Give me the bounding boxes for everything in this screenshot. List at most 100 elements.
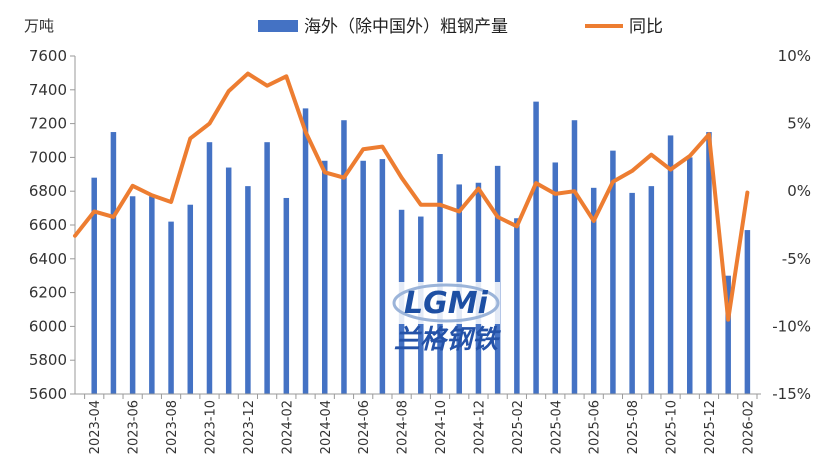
bar — [590, 187, 597, 394]
yoy-point — [188, 136, 192, 140]
x-tick-label: 2025-02 — [511, 400, 526, 454]
bar — [744, 230, 751, 394]
yoy-point — [534, 181, 538, 185]
x-tick-label: 2023-08 — [165, 400, 180, 454]
y-left-tick-label: 6200 — [29, 284, 67, 302]
legend-bar-label: 海外（除中国外）粗钢产量 — [304, 17, 508, 37]
y-left-unit: 万吨 — [24, 17, 54, 35]
yoy-point — [207, 122, 211, 126]
x-tick-label: 2023-04 — [88, 400, 103, 454]
yoy-point — [73, 234, 77, 238]
x-tick-label: 2023-12 — [242, 400, 257, 454]
yoy-point — [688, 154, 692, 158]
yoy-point — [361, 147, 365, 151]
x-tick-label: 2025-04 — [549, 400, 564, 454]
x-tick-label: 2025-08 — [626, 400, 641, 454]
y-left-tick-label: 7200 — [29, 115, 67, 133]
y-left-tick-label: 5800 — [29, 351, 67, 369]
yoy-point — [246, 72, 250, 76]
yoy-point — [707, 132, 711, 136]
x-tick-label: 2024-08 — [396, 400, 411, 454]
legend: 海外（除中国外）粗钢产量 同比 — [258, 17, 663, 37]
x-tick-label: 2024-02 — [280, 400, 295, 454]
y-left-tick-label: 6800 — [29, 182, 67, 200]
bar — [264, 142, 270, 394]
bar — [533, 101, 539, 394]
bar — [494, 165, 501, 394]
bar — [648, 186, 655, 394]
x-tick-label: 2024-06 — [357, 400, 372, 454]
y-left-tick-label: 7400 — [29, 81, 67, 99]
yoy-point — [669, 168, 673, 172]
yoy-point — [611, 180, 615, 184]
y-right-tick-label: -15% — [772, 385, 811, 403]
yoy-point — [649, 153, 653, 157]
bar — [360, 160, 366, 394]
plot-area: 5600 5800 6000 6200 6400 6600 6800 7000 7200 7400… — [29, 47, 811, 454]
yoy-point — [169, 200, 173, 204]
bar — [341, 120, 347, 394]
bar — [322, 160, 328, 394]
y-right-tick-label: 10% — [778, 47, 811, 65]
bar — [110, 132, 117, 395]
legend-bar-swatch — [258, 20, 298, 32]
yoy-point — [265, 84, 269, 88]
yoy-point — [342, 176, 346, 180]
watermark: LGMi 兰格钢铁 — [392, 282, 502, 355]
x-tick-label: 2024-12 — [472, 400, 487, 454]
bar — [725, 275, 731, 394]
yoy-point — [284, 74, 288, 78]
bar — [610, 150, 616, 394]
bar — [245, 186, 251, 394]
yoy-point — [92, 209, 96, 213]
bar — [437, 154, 443, 394]
bar — [149, 196, 155, 394]
x-tick-label: 2023-10 — [203, 400, 218, 454]
yoy-point — [572, 189, 576, 193]
y-left-tick-label: 6400 — [29, 250, 67, 268]
yoy-point — [515, 224, 519, 228]
yoy-point — [131, 184, 135, 188]
x-tick-label: 2024-04 — [319, 400, 334, 454]
y-left-tick-label: 7000 — [29, 148, 67, 166]
yoy-point — [380, 145, 384, 149]
bar — [552, 162, 559, 394]
bar — [225, 167, 232, 394]
bar — [571, 120, 578, 394]
bar — [687, 157, 693, 394]
yoy-line — [73, 71, 750, 322]
yoy-point — [496, 215, 500, 219]
bar — [302, 108, 309, 394]
x-tick-label: 2025-12 — [703, 400, 718, 454]
legend-line-label: 同比 — [629, 17, 663, 37]
yoy-point — [111, 215, 115, 219]
watermark-text: 兰格钢铁 — [394, 325, 502, 355]
bar — [129, 196, 136, 394]
y-right-tick-label: 5% — [787, 115, 811, 133]
watermark-logo-ring — [392, 283, 500, 323]
watermark-logo: LGMi — [404, 286, 489, 321]
x-tick-label: 2026-02 — [741, 400, 756, 454]
y-right-tick-label: -10% — [772, 317, 811, 335]
y-left-tick-label: 7600 — [29, 47, 67, 65]
yoy-point — [726, 318, 730, 322]
bar — [283, 197, 290, 394]
yoy-point — [745, 191, 749, 195]
yoy-point — [419, 203, 423, 207]
yoy-point — [304, 130, 308, 134]
y-left-tick-label: 6000 — [29, 317, 67, 335]
x-tick-label: 2025-06 — [588, 400, 603, 454]
y-right-tick-label: 0% — [787, 182, 811, 200]
yoy-point — [553, 192, 557, 196]
yoy-point — [630, 169, 634, 173]
bar — [514, 218, 520, 394]
bar — [667, 135, 674, 394]
yoy-point — [592, 219, 596, 223]
yoy-point — [227, 89, 231, 93]
x-tick-label: 2024-10 — [434, 400, 449, 454]
y-right-tick-label: -5% — [782, 250, 811, 268]
x-tick-label: 2025-10 — [665, 400, 680, 454]
x-tick-label: 2023-06 — [127, 400, 142, 454]
yoy-point — [457, 209, 461, 213]
